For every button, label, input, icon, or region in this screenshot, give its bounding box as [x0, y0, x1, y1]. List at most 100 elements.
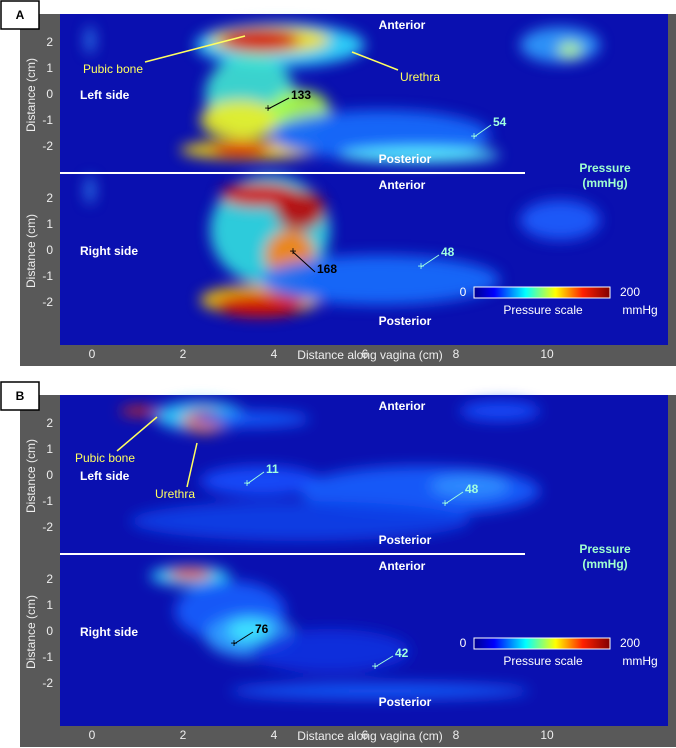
posterior-label: Posterior	[379, 695, 432, 709]
annotation-arrow	[144, 35, 246, 63]
anterior-label: Anterior	[379, 559, 426, 573]
scale-max: 200	[620, 285, 640, 299]
x-axis-label: Distance along vagina (cm)	[297, 348, 442, 362]
pressure-value: 42	[395, 646, 409, 660]
y-tick-label: 1	[46, 217, 53, 231]
y-tick-label: -1	[42, 113, 53, 127]
pressure-region	[250, 629, 410, 673]
pressure-value: 54	[493, 115, 507, 129]
pointer	[374, 655, 394, 668]
pressure-region	[460, 401, 540, 421]
y-tick-label: 2	[46, 572, 53, 586]
pressure-region	[275, 190, 325, 230]
y-tick-label: 0	[46, 468, 53, 482]
x-tick-label: 4	[271, 347, 278, 361]
annotation: Urethra	[400, 70, 440, 84]
pressure-region	[200, 100, 280, 140]
legend-unit: (mmHg)	[582, 557, 627, 571]
x-tick-label: 0	[89, 347, 96, 361]
annotation-arrow	[351, 51, 399, 71]
y-tick-label: 1	[46, 61, 53, 75]
y-axis-label: Distance (cm)	[24, 214, 38, 288]
annotation-arrow	[186, 442, 198, 488]
pressure-region	[130, 501, 470, 541]
panel-label-box	[0, 0, 40, 30]
y-tick-label: -2	[42, 676, 53, 690]
pressure-value: 168	[317, 262, 337, 276]
panel-label: B	[16, 389, 25, 403]
pressure-region	[190, 411, 310, 427]
pointer	[246, 471, 265, 485]
y-tick-label: 0	[46, 243, 53, 257]
pressure-region	[120, 407, 160, 415]
annotation-arrow	[116, 416, 158, 452]
y-tick-label: -2	[42, 520, 53, 534]
pressure-value: 133	[291, 88, 311, 102]
x-tick-label: 0	[89, 728, 96, 742]
y-tick-label: -1	[42, 494, 53, 508]
y-tick-label: -1	[42, 269, 53, 283]
x-tick-label: 8	[453, 347, 460, 361]
pressure-region	[230, 683, 530, 699]
x-tick-label: 6	[362, 728, 369, 742]
anterior-label: Anterior	[379, 399, 426, 413]
y-tick-label: 1	[46, 598, 53, 612]
side-label: Right side	[80, 625, 138, 639]
scale-label: Pressure scale	[503, 654, 583, 668]
y-axis-label: Distance (cm)	[24, 439, 38, 513]
posterior-label: Posterior	[379, 152, 432, 166]
pressure-region	[340, 147, 500, 163]
y-tick-label: 2	[46, 191, 53, 205]
pointer	[267, 97, 290, 110]
marker: +	[243, 476, 250, 490]
pressure-region	[260, 255, 500, 305]
panel-label-box	[0, 381, 40, 411]
y-tick-label: 1	[46, 442, 53, 456]
scale-min: 0	[460, 285, 467, 299]
side-label: Left side	[80, 88, 130, 102]
side-label: Right side	[80, 244, 138, 258]
pressure-region	[520, 27, 600, 63]
pressure-region	[215, 293, 305, 317]
y-tick-label: -1	[42, 650, 53, 664]
pressure-region	[520, 200, 600, 240]
pressure-value: 48	[441, 245, 455, 259]
scale-unit: mmHg	[622, 654, 657, 668]
pointer	[444, 491, 464, 505]
annotation: Pubic bone	[83, 62, 143, 76]
legend-title: Pressure	[579, 161, 631, 175]
scale-unit: mmHg	[622, 303, 657, 317]
scale-max: 200	[620, 636, 640, 650]
color-scale	[473, 286, 611, 299]
pressure-region	[200, 466, 320, 496]
marker: +	[264, 101, 271, 115]
x-axis-label: Distance along vagina (cm)	[297, 729, 442, 743]
pressure-region	[430, 474, 510, 498]
side-label: Left side	[80, 469, 130, 483]
legend-title: Pressure	[579, 542, 631, 556]
marker: +	[289, 244, 296, 258]
pressure-value: 76	[255, 622, 269, 636]
x-tick-label: 10	[540, 347, 554, 361]
y-tick-label: -2	[42, 295, 53, 309]
pressure-value: 48	[465, 482, 479, 496]
pressure-region	[210, 142, 270, 158]
marker: +	[371, 659, 378, 673]
x-tick-label: 2	[180, 728, 187, 742]
x-tick-label: 10	[540, 728, 554, 742]
pointer	[473, 124, 492, 138]
pressure-region	[86, 176, 94, 204]
marker: +	[417, 259, 424, 273]
y-axis-label: Distance (cm)	[24, 595, 38, 669]
x-tick-label: 2	[180, 347, 187, 361]
color-scale	[473, 637, 611, 650]
marker: +	[230, 636, 237, 650]
legend-unit: (mmHg)	[582, 176, 627, 190]
scale-min: 0	[460, 636, 467, 650]
annotation: Pubic bone	[75, 451, 135, 465]
pressure-region	[228, 619, 272, 643]
pointer	[233, 631, 254, 645]
annotation: Urethra	[155, 487, 195, 501]
plot-area	[60, 395, 668, 726]
